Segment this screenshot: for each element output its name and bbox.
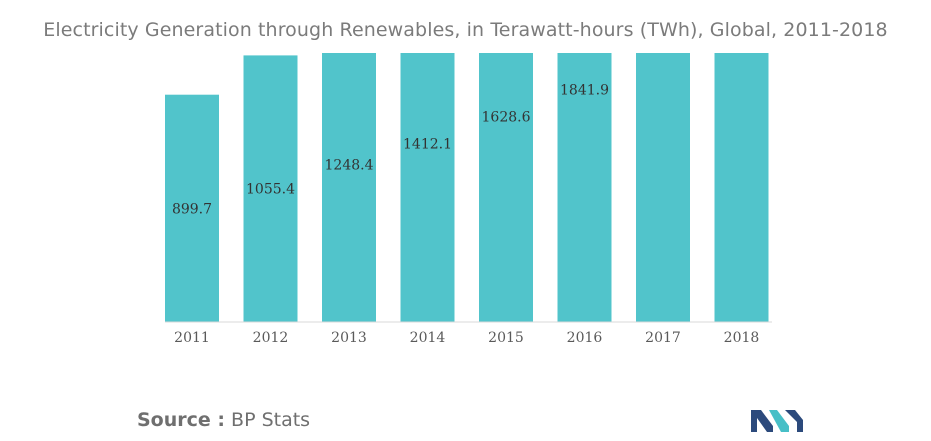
bar-2018 bbox=[714, 53, 769, 322]
value-label-2014: 1412.1 bbox=[403, 137, 452, 153]
x-tick-2016: 2016 bbox=[567, 330, 603, 346]
bar-2014 bbox=[400, 53, 455, 322]
bar-2011 bbox=[165, 94, 219, 322]
x-tick-2014: 2014 bbox=[410, 330, 446, 346]
value-label-2013: 1248.4 bbox=[325, 157, 374, 173]
bar-2012 bbox=[243, 55, 298, 323]
bar-2015 bbox=[479, 53, 533, 322]
source-note: Source : BP Stats bbox=[137, 409, 310, 431]
x-tick-2015: 2015 bbox=[488, 330, 524, 346]
x-tick-2018: 2018 bbox=[724, 330, 760, 346]
chart-title: Electricity Generation through Renewable… bbox=[43, 19, 888, 41]
value-label-2011: 899.7 bbox=[172, 201, 212, 217]
brand-logo bbox=[751, 410, 803, 432]
value-label-2016: 1841.9 bbox=[560, 82, 609, 98]
bar-2017 bbox=[636, 53, 690, 322]
x-tick-2013: 2013 bbox=[331, 330, 367, 346]
value-label-2012: 1055.4 bbox=[246, 182, 295, 198]
value-label-2015: 1628.6 bbox=[482, 109, 531, 125]
bar-2013 bbox=[322, 53, 376, 322]
bar-chart: 899.7 1055.4 1248.4 1412.1 1628.6 1841.9 2011… bbox=[165, 53, 772, 346]
x-tick-2011: 2011 bbox=[174, 330, 210, 346]
bar-2016 bbox=[557, 53, 612, 322]
x-tick-2012: 2012 bbox=[253, 330, 289, 346]
source-label: Source : bbox=[137, 409, 225, 431]
source-text: BP Stats bbox=[231, 409, 311, 431]
x-tick-2017: 2017 bbox=[645, 330, 681, 346]
